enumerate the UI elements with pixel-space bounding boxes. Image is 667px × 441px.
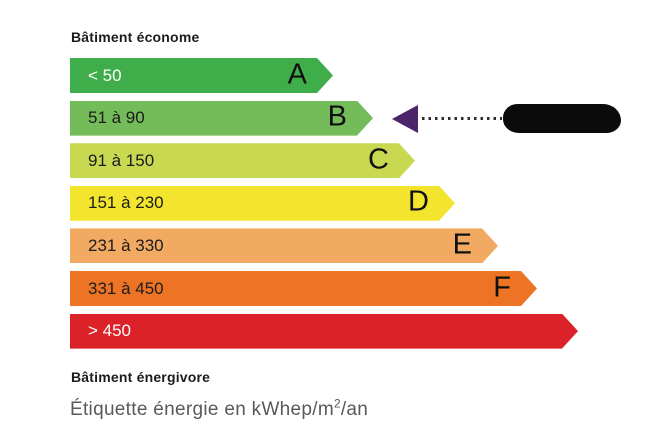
bar-range-label: 151 à 230	[88, 193, 164, 213]
bar-range-label: 91 à 150	[88, 150, 155, 170]
unit-caption: Étiquette énergie en kWhep/m2/an	[70, 397, 369, 421]
bar-class-letter: B	[327, 100, 347, 133]
scale-label-economical: Bâtiment économe	[71, 29, 200, 45]
dotted-connector-line	[422, 117, 502, 120]
bar-class-letter: F	[493, 270, 511, 303]
bar-class-letter: C	[368, 143, 389, 176]
energy-bar-a: < 50 A	[70, 58, 333, 93]
scale-label-energy-intensive: Bâtiment énergivore	[71, 369, 211, 385]
bar-range-label: 231 à 330	[88, 235, 164, 255]
energy-bar-b: 51 à 90 B	[70, 101, 373, 136]
unit-caption-prefix: Étiquette énergie en kWhep/m	[70, 399, 334, 420]
redacted-value-blob	[503, 104, 621, 133]
energy-bar-c: 91 à 150 C	[70, 143, 415, 178]
energy-bar-f: 331 à 450 F	[70, 271, 537, 306]
energy-bar-d: 151 à 230 D	[70, 186, 455, 221]
bar-range-label: > 450	[88, 321, 132, 341]
unit-caption-superscript: 2	[334, 397, 341, 411]
bar-range-label: 51 à 90	[88, 108, 145, 128]
bar-range-label: < 50	[88, 65, 122, 85]
energy-bar-e: 231 à 330 E	[70, 228, 498, 263]
bar-class-letter: A	[287, 57, 307, 90]
bar-range-label: 331 à 450	[88, 278, 164, 298]
bar-class-letter: D	[408, 185, 429, 218]
energy-bar-g: > 450	[70, 314, 578, 349]
pointer-arrow-icon	[392, 105, 418, 133]
unit-caption-suffix: /an	[340, 399, 369, 420]
bar-class-letter: E	[452, 228, 472, 261]
